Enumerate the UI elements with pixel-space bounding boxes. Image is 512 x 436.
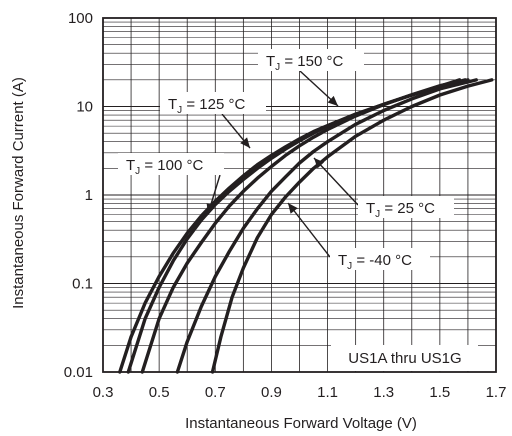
annotation-arrow — [313, 157, 359, 206]
annotations: TJ = 150 °CTJ = 125 °CTJ = 100 °CTJ = 25… — [118, 49, 454, 272]
x-axis-label: Instantaneous Forward Voltage (V) — [185, 415, 417, 432]
series-line — [175, 78, 478, 374]
x-tick-label: 0.7 — [205, 384, 226, 401]
series-label-rest: = 100 °C — [140, 157, 203, 174]
series-label-subscript: J — [375, 209, 380, 220]
note-box: US1A thru US1G — [331, 345, 478, 371]
series-label-main: T — [126, 157, 135, 174]
annotation-arrowhead — [206, 203, 216, 214]
series-label-bg — [330, 248, 430, 270]
curves — [118, 78, 494, 374]
series-label: TJ = 25 °C — [366, 200, 435, 220]
y-tick-label: 1 — [85, 187, 93, 204]
x-tick-label: 1.3 — [373, 384, 394, 401]
series-label-bg — [358, 196, 454, 218]
annotation-arrowhead — [327, 95, 338, 106]
series-label-subscript: J — [177, 105, 182, 116]
series-label-bg — [118, 153, 224, 175]
series-label-subscript: J — [135, 166, 140, 177]
x-tick-label: 0.5 — [149, 384, 170, 401]
annotation-arrowhead — [314, 158, 325, 169]
series-label-rest: = 25 °C — [380, 200, 435, 217]
series-label-rest: = 150 °C — [280, 53, 343, 70]
series-label: TJ = -40 °C — [338, 252, 412, 272]
series-line — [126, 78, 467, 374]
y-tick-label: 0.1 — [72, 276, 93, 293]
series-label-main: T — [266, 53, 275, 70]
grid — [103, 18, 496, 372]
annotation-arrowhead — [288, 203, 298, 214]
x-tick-label: 0.3 — [93, 384, 114, 401]
tick-labels: 0.3 0.5 0.7 0.9 1.1 1.3 1.5 1.7 0.01 0.1 1 10 100 — [64, 10, 507, 401]
note-box-bg — [331, 345, 478, 371]
y-tick-label: 0.01 — [64, 364, 93, 381]
y-tick-label: 100 — [68, 10, 93, 27]
annotation-arrow — [287, 202, 331, 258]
series-line — [140, 78, 470, 374]
x-tick-label: 1.7 — [486, 384, 507, 401]
series-label-subscript: J — [275, 62, 280, 73]
series-label: TJ = 125 °C — [168, 96, 245, 116]
series-label-main: T — [366, 200, 375, 217]
series-label-subscript: J — [347, 261, 352, 272]
y-axis-label: Instantaneous Forward Current (A) — [10, 77, 27, 309]
x-tick-label: 0.9 — [261, 384, 282, 401]
series-line — [210, 78, 494, 374]
series-label-bg — [160, 92, 266, 114]
y-tick-label: 10 — [76, 99, 93, 116]
x-tick-label: 1.5 — [429, 384, 450, 401]
x-tick-label: 1.1 — [317, 384, 338, 401]
annotation-arrowhead — [240, 137, 250, 148]
series-label-main: T — [168, 96, 177, 113]
series-line — [118, 78, 462, 374]
series-label-bg — [258, 49, 364, 71]
note-text: US1A thru US1G — [348, 350, 461, 367]
series-label: TJ = 150 °C — [266, 53, 343, 73]
series-label-rest: = -40 °C — [352, 252, 412, 269]
plot-frame — [102, 17, 497, 373]
series-label-main: T — [338, 252, 347, 269]
series-label-rest: = 125 °C — [182, 96, 245, 113]
series-label: TJ = 100 °C — [126, 157, 203, 177]
